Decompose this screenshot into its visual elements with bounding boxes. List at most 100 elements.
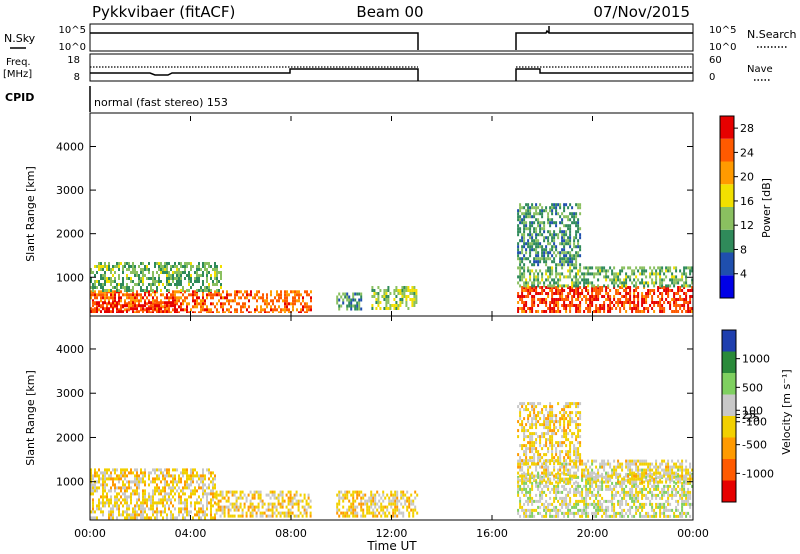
data-cell (569, 301, 572, 304)
data-cell (667, 508, 670, 512)
data-cell (561, 266, 564, 270)
data-cell (643, 502, 646, 506)
data-cell (555, 224, 558, 228)
data-cell (216, 268, 218, 271)
data-cell (535, 450, 538, 454)
data-cell (621, 465, 624, 469)
data-cell (158, 307, 160, 311)
data-cell (591, 272, 594, 276)
data-cell (533, 301, 536, 304)
data-cell (413, 301, 416, 304)
data-cell (270, 299, 272, 303)
data-cell (519, 423, 522, 427)
data-cell (215, 490, 218, 494)
data-cell (565, 444, 568, 448)
y-tick-label: 3000 (56, 184, 84, 197)
data-cell (667, 502, 670, 506)
data-cell (221, 505, 224, 509)
data-cell (202, 308, 204, 312)
data-cell (567, 456, 570, 460)
data-cell (186, 296, 188, 300)
data-cell (687, 304, 690, 307)
data-cell (555, 493, 558, 497)
data-cell (673, 471, 676, 475)
data-cell (375, 307, 378, 310)
data-cell (687, 307, 690, 310)
data-cell (659, 471, 662, 475)
data-cell (100, 286, 102, 289)
data-cell (601, 286, 604, 289)
data-cell (254, 296, 256, 300)
data-cell (108, 504, 110, 508)
data-cell (555, 292, 558, 295)
data-cell (671, 487, 674, 491)
data-cell (581, 477, 584, 481)
data-cell (281, 511, 284, 515)
data-cell (196, 501, 198, 505)
data-cell (581, 278, 584, 282)
data-cell (643, 269, 646, 273)
data-cell (579, 212, 582, 216)
data-cell (673, 301, 676, 304)
data-cell (659, 275, 662, 279)
data-cell (575, 224, 578, 228)
data-cell (375, 292, 378, 295)
data-cell (535, 417, 538, 421)
data-cell (228, 299, 230, 303)
data-cell (643, 487, 646, 491)
data-cell (188, 277, 190, 280)
data-cell (563, 215, 566, 219)
data-cell (98, 293, 100, 297)
data-cell (653, 272, 656, 276)
data-cell (244, 290, 246, 294)
data-cell (174, 262, 176, 265)
data-cell (372, 493, 375, 497)
data-cell (285, 514, 288, 518)
data-cell (561, 298, 564, 301)
data-cell (114, 489, 116, 493)
data-cell (346, 307, 349, 311)
data-cell (116, 262, 118, 265)
data-cell (90, 296, 92, 300)
data-cell (100, 268, 102, 271)
data-cell (525, 405, 528, 409)
data-cell (561, 218, 564, 222)
data-cell (585, 301, 588, 304)
data-cell (98, 308, 100, 312)
data-cell (412, 499, 415, 503)
data-cell (102, 307, 104, 311)
data-cell (559, 420, 562, 424)
data-cell (265, 508, 268, 512)
data-cell (659, 465, 662, 469)
data-cell (529, 230, 532, 234)
data-cell (665, 508, 668, 512)
data-cell (645, 514, 648, 518)
data-cell (681, 487, 684, 491)
colorbar-swatch (720, 207, 734, 230)
data-cell (685, 465, 688, 469)
data-cell (356, 496, 359, 500)
data-cell (174, 293, 176, 297)
data-cell (90, 307, 92, 311)
data-cell (92, 299, 94, 303)
data-cell (308, 308, 310, 312)
data-cell (401, 286, 404, 289)
data-cell (639, 514, 642, 518)
data-cell (661, 266, 664, 270)
data-cell (108, 296, 110, 300)
data-cell (533, 284, 536, 288)
data-cell (549, 266, 552, 270)
data-cell (94, 293, 96, 297)
data-cell (681, 477, 684, 481)
data-cell (675, 310, 678, 313)
data-cell (551, 456, 554, 460)
data-cell (521, 468, 524, 472)
data-cell (545, 484, 548, 488)
data-cell (150, 301, 152, 305)
data-cell (126, 489, 128, 493)
data-cell (172, 293, 174, 297)
data-cell (519, 227, 522, 231)
data-cell (158, 274, 160, 277)
data-cell (683, 272, 686, 276)
data-cell (94, 307, 96, 311)
